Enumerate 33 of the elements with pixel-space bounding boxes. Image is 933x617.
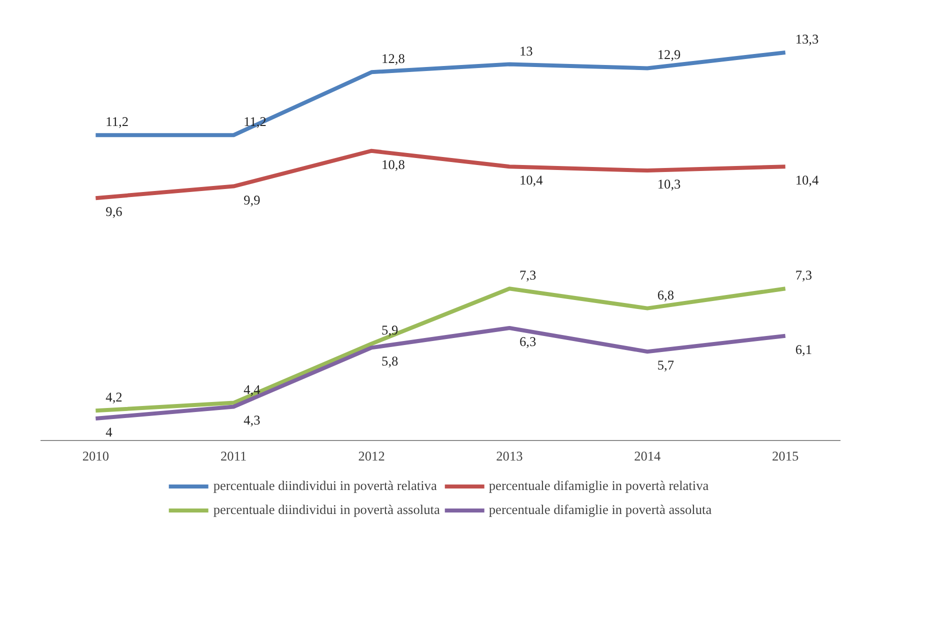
x-tick-label: 2011 — [220, 448, 247, 464]
data-label: 13,3 — [795, 31, 819, 46]
x-tick-label: 2012 — [358, 448, 385, 464]
data-label: 4,3 — [244, 412, 261, 428]
data-label: 10,4 — [519, 172, 544, 188]
data-label: 6,8 — [657, 287, 674, 302]
data-label: 9,9 — [244, 192, 261, 208]
x-tick-label: 2015 — [772, 448, 799, 464]
data-label: 11,2 — [106, 114, 129, 130]
data-label: 4,2 — [106, 390, 122, 405]
data-label: 6,3 — [519, 334, 536, 349]
legend-label: percentuale diindividui in povertà assoluta — [213, 502, 440, 518]
data-label: 12,8 — [382, 51, 406, 66]
legend-label: percentuale difamiglie in povertà assoluta — [488, 502, 712, 518]
legend-label: percentuale difamiglie in povertà relativa — [488, 478, 709, 494]
data-label: 10,3 — [657, 176, 682, 192]
data-label: 10,4 — [795, 172, 819, 188]
data-label: 7,3 — [519, 268, 536, 283]
data-label: 6,1 — [795, 342, 812, 357]
x-tick-label: 2010 — [82, 448, 110, 464]
x-tick-label: 2013 — [496, 448, 524, 464]
data-label: 13 — [519, 43, 534, 58]
x-tick-label: 2014 — [634, 448, 662, 464]
data-label: 5,7 — [657, 358, 674, 373]
data-label: 12,9 — [657, 47, 682, 62]
data-label: 5,9 — [382, 322, 399, 338]
legend-label: percentuale diindividui in povertà relativa — [213, 478, 437, 494]
data-label: 7,3 — [795, 268, 812, 283]
data-label: 4,4 — [244, 382, 261, 397]
data-label: 10,8 — [382, 156, 406, 172]
data-label: 9,6 — [106, 204, 123, 220]
data-label: 5,8 — [382, 354, 399, 369]
data-label: 4 — [106, 424, 113, 440]
